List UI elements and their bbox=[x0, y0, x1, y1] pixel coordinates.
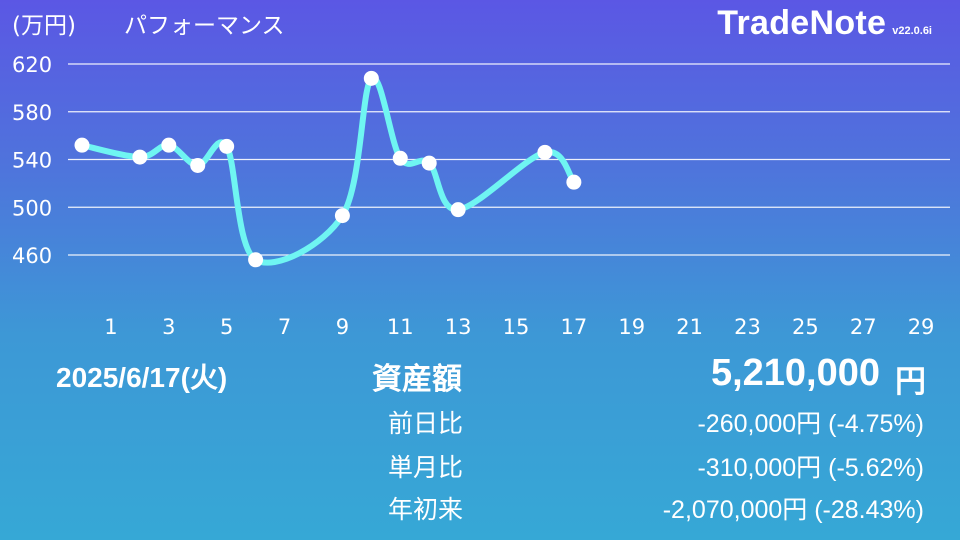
y-tick-label-620: 620 bbox=[12, 53, 52, 77]
monthly-change-value: -310,000円 (-5.62%) bbox=[697, 454, 924, 482]
data-point-9 bbox=[421, 155, 437, 171]
daily-change-value: -260,000円 (-4.75%) bbox=[697, 410, 924, 438]
x-tick-label-29: 29 bbox=[908, 315, 935, 339]
x-tick-label-3: 3 bbox=[162, 315, 175, 339]
ytd-change-value: -2,070,000円 (-28.43%) bbox=[662, 496, 924, 524]
data-point-5 bbox=[248, 252, 264, 268]
x-tick-label-9: 9 bbox=[336, 315, 349, 339]
data-point-3 bbox=[190, 157, 206, 173]
chart-header-title: パフォーマンス bbox=[124, 13, 285, 39]
brand-version: v22.0.6i bbox=[892, 25, 932, 37]
data-point-1 bbox=[132, 149, 148, 165]
x-tick-label-13: 13 bbox=[445, 315, 472, 339]
ytd-change-label: 年初来 bbox=[388, 495, 464, 524]
x-tick-label-27: 27 bbox=[850, 315, 877, 339]
asset-unit: 円 bbox=[895, 364, 926, 400]
monthly-change-label: 単月比 bbox=[388, 453, 464, 482]
x-tick-label-5: 5 bbox=[220, 315, 233, 339]
y-tick-label-540: 540 bbox=[12, 149, 52, 173]
data-point-2 bbox=[161, 137, 177, 153]
brand-name: TradeNote bbox=[717, 4, 887, 42]
x-tick-label-17: 17 bbox=[560, 315, 587, 339]
data-point-4 bbox=[219, 138, 235, 154]
x-tick-label-7: 7 bbox=[278, 315, 291, 339]
data-point-12 bbox=[566, 174, 582, 190]
y-tick-label-580: 580 bbox=[12, 101, 52, 125]
daily-change-label: 前日比 bbox=[388, 409, 464, 438]
y-tick-label-500: 500 bbox=[12, 196, 52, 220]
summary-date: 2025/6/17(火) bbox=[56, 362, 228, 393]
x-tick-label-19: 19 bbox=[618, 315, 645, 339]
brand-logo: TradeNote v22.0.6i bbox=[717, 4, 932, 43]
x-tick-label-25: 25 bbox=[792, 315, 819, 339]
x-tick-label-23: 23 bbox=[734, 315, 761, 339]
x-tick-label-11: 11 bbox=[387, 315, 414, 339]
asset-label: 資産額 bbox=[372, 362, 462, 397]
x-tick-label-1: 1 bbox=[104, 315, 117, 339]
asset-value: 5,210,000 bbox=[710, 352, 880, 394]
x-tick-label-15: 15 bbox=[503, 315, 530, 339]
data-point-10 bbox=[450, 202, 466, 218]
data-point-7 bbox=[363, 70, 379, 86]
data-point-8 bbox=[392, 150, 408, 166]
data-point-6 bbox=[334, 208, 350, 224]
chart-header-unit: (万円) bbox=[12, 13, 76, 39]
data-point-0 bbox=[74, 137, 90, 153]
series-line bbox=[79, 74, 577, 266]
y-tick-label-460: 460 bbox=[12, 244, 52, 268]
x-tick-label-21: 21 bbox=[676, 315, 703, 339]
data-point-11 bbox=[537, 144, 553, 160]
